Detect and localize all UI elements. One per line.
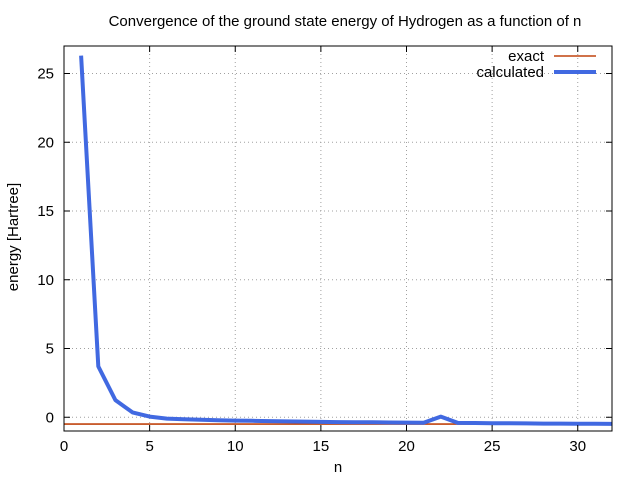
y-tick-label: 10 <box>37 272 54 289</box>
chart-title: Convergence of the ground state energy o… <box>109 13 582 30</box>
series-layer <box>64 55 613 426</box>
plot-frame <box>63 45 613 432</box>
y-tick-label: 5 <box>46 341 54 358</box>
x-axis-label: n <box>334 459 342 476</box>
x-tick-label: 25 <box>484 438 501 455</box>
legend-label-calculated: calculated <box>476 64 544 81</box>
x-tick-label: 30 <box>569 438 586 455</box>
x-tick-label: 0 <box>60 438 68 455</box>
y-axis-label: energy [Hartree] <box>5 183 22 291</box>
y-tick-label: 15 <box>37 203 54 220</box>
legend-label-exact: exact <box>508 48 545 65</box>
y-tick-label: 20 <box>37 134 54 151</box>
series-line-calculated <box>79 55 613 426</box>
tick-layer: 0 5 10 15 20 25 30 0 5 10 15 20 25 <box>37 46 612 455</box>
y-tick-label: 0 <box>46 409 54 426</box>
x-tick-label: 10 <box>227 438 244 455</box>
x-tick-label: 15 <box>313 438 330 455</box>
x-tick-label: 20 <box>398 438 415 455</box>
grid-layer <box>64 46 612 431</box>
x-tick-label: 5 <box>145 438 153 455</box>
y-tick-label: 25 <box>37 66 54 83</box>
